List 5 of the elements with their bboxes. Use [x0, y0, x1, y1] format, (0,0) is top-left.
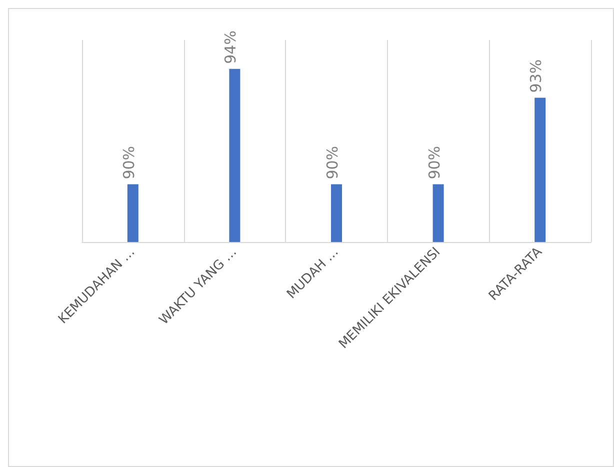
data-label: 93%	[527, 59, 546, 93]
data-label: 94%	[222, 30, 240, 64]
data-label: 90%	[324, 146, 342, 180]
data-label: 90%	[425, 146, 444, 180]
data-label: 90%	[120, 146, 138, 180]
